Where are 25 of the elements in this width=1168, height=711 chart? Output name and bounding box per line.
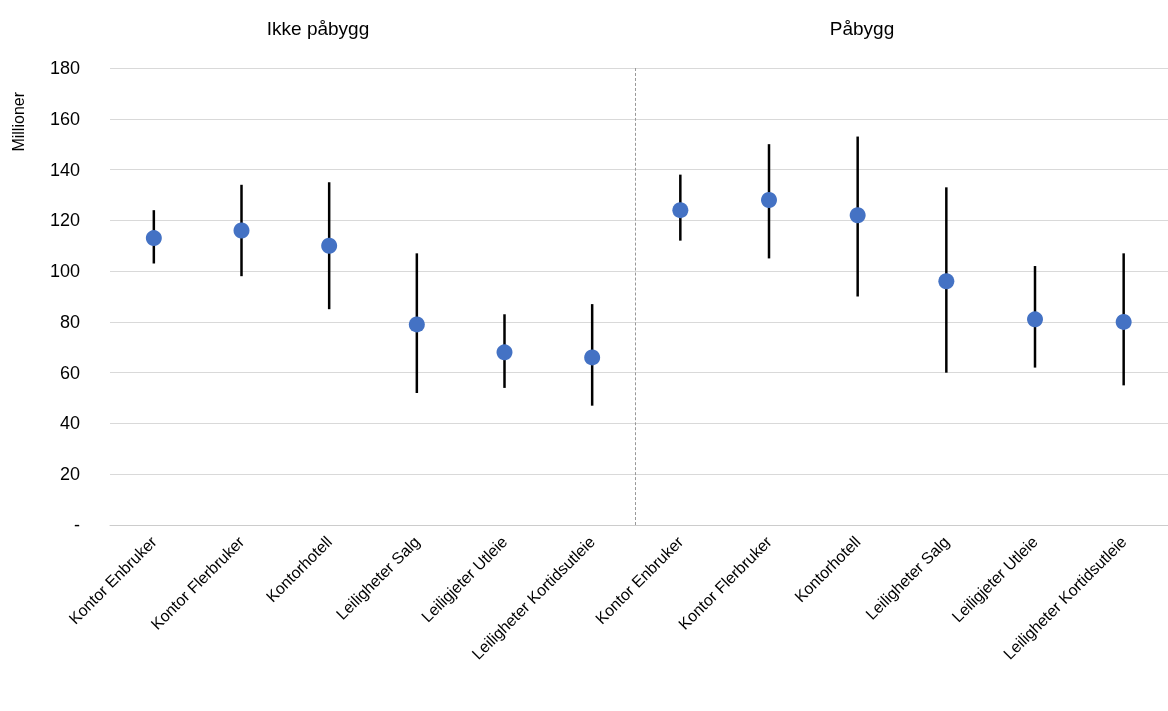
y-tick-label: 60: [59, 362, 80, 383]
point: [233, 222, 250, 239]
point: [145, 230, 162, 247]
y-tick-label: 120: [49, 210, 80, 231]
chart-title: Ikke påbygg: [266, 18, 370, 39]
chart-title: Påbygg: [829, 18, 895, 39]
y-axis-title: Millioner: [9, 91, 27, 152]
y-tick-label: 20: [59, 464, 80, 485]
point: [584, 349, 601, 366]
y-tick-label: 140: [49, 159, 80, 180]
point: [1027, 311, 1043, 328]
point: [1115, 313, 1132, 330]
y-tick-label: 180: [49, 58, 80, 78]
point: [321, 237, 338, 254]
point: [408, 316, 425, 333]
point: [496, 344, 513, 361]
y-tick-label: 100: [49, 261, 80, 282]
point: [849, 207, 866, 224]
y-tick-label: 160: [49, 108, 80, 129]
point: [672, 202, 689, 219]
y-tick-label: 40: [59, 413, 80, 434]
y-tick-label: 80: [59, 311, 80, 332]
point: [938, 273, 955, 290]
point: [761, 192, 777, 209]
y-tick-label: -: [74, 515, 80, 535]
